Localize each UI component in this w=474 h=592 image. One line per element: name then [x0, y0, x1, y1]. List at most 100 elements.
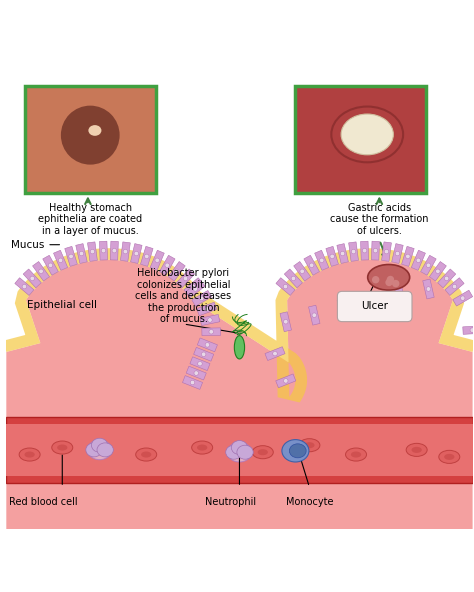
Ellipse shape [411, 447, 422, 453]
Ellipse shape [183, 276, 188, 281]
Text: Gastric acids
cause the formation
of ulcers.: Gastric acids cause the formation of ulc… [330, 202, 428, 236]
Ellipse shape [198, 362, 202, 366]
Ellipse shape [312, 313, 317, 317]
Ellipse shape [52, 441, 73, 454]
Polygon shape [15, 278, 34, 295]
Ellipse shape [226, 445, 242, 459]
Polygon shape [361, 241, 369, 260]
Ellipse shape [231, 440, 247, 455]
Polygon shape [394, 285, 406, 305]
Ellipse shape [39, 269, 43, 274]
Polygon shape [276, 374, 296, 388]
Polygon shape [349, 242, 358, 261]
Ellipse shape [452, 284, 457, 289]
Polygon shape [140, 246, 153, 266]
Polygon shape [276, 278, 295, 295]
FancyBboxPatch shape [337, 291, 412, 321]
Ellipse shape [363, 249, 367, 253]
Polygon shape [429, 262, 447, 281]
Ellipse shape [300, 269, 304, 274]
Ellipse shape [341, 114, 393, 155]
Polygon shape [438, 269, 456, 288]
Ellipse shape [155, 258, 159, 262]
Polygon shape [176, 269, 195, 288]
Ellipse shape [439, 451, 460, 464]
Ellipse shape [208, 318, 212, 322]
Ellipse shape [228, 442, 252, 462]
Ellipse shape [191, 284, 196, 289]
Ellipse shape [237, 445, 253, 459]
Polygon shape [65, 246, 77, 266]
Ellipse shape [234, 336, 245, 359]
Ellipse shape [200, 296, 204, 301]
Ellipse shape [22, 284, 27, 289]
Ellipse shape [273, 352, 277, 356]
Ellipse shape [197, 445, 207, 451]
Ellipse shape [299, 439, 320, 452]
Ellipse shape [283, 284, 288, 289]
Polygon shape [33, 262, 49, 281]
Ellipse shape [19, 448, 40, 461]
Circle shape [374, 267, 382, 275]
Ellipse shape [123, 249, 128, 254]
Polygon shape [150, 250, 164, 271]
Ellipse shape [69, 254, 73, 259]
Ellipse shape [88, 125, 101, 136]
Polygon shape [76, 244, 87, 263]
Circle shape [380, 276, 388, 283]
Ellipse shape [346, 448, 366, 461]
Ellipse shape [445, 276, 449, 281]
Polygon shape [337, 244, 348, 263]
Ellipse shape [406, 254, 410, 259]
Polygon shape [326, 246, 338, 266]
Ellipse shape [384, 249, 389, 254]
Text: Neutrophil: Neutrophil [205, 497, 255, 507]
Text: Healthy stomach
ephithelia are coated
in a layer of mucus.: Healthy stomach ephithelia are coated in… [38, 202, 142, 236]
Ellipse shape [86, 443, 102, 457]
Polygon shape [110, 241, 118, 260]
Ellipse shape [319, 258, 324, 262]
Ellipse shape [368, 265, 410, 290]
Ellipse shape [470, 328, 474, 332]
Ellipse shape [395, 252, 400, 256]
Polygon shape [315, 250, 329, 271]
Polygon shape [284, 269, 302, 288]
Polygon shape [453, 290, 473, 306]
Ellipse shape [406, 443, 427, 456]
Polygon shape [190, 357, 210, 371]
Ellipse shape [25, 452, 35, 458]
Polygon shape [130, 244, 142, 263]
Ellipse shape [282, 440, 309, 462]
Polygon shape [463, 326, 474, 334]
Ellipse shape [369, 300, 374, 304]
Ellipse shape [145, 254, 149, 259]
Polygon shape [445, 278, 464, 295]
Ellipse shape [91, 438, 108, 452]
Ellipse shape [341, 307, 345, 311]
Ellipse shape [291, 276, 296, 281]
Ellipse shape [444, 454, 455, 460]
Polygon shape [309, 305, 320, 325]
Ellipse shape [58, 258, 63, 262]
Polygon shape [392, 244, 403, 263]
Ellipse shape [101, 249, 106, 253]
Polygon shape [193, 348, 214, 361]
Text: Epithelial cell: Epithelial cell [27, 300, 97, 310]
Ellipse shape [340, 252, 345, 256]
Ellipse shape [351, 249, 356, 254]
Ellipse shape [61, 105, 119, 165]
Polygon shape [280, 312, 292, 332]
Ellipse shape [57, 445, 67, 451]
Polygon shape [372, 241, 380, 260]
Ellipse shape [79, 252, 84, 256]
Ellipse shape [134, 252, 138, 256]
Ellipse shape [351, 452, 361, 458]
Polygon shape [382, 242, 392, 261]
Ellipse shape [373, 249, 378, 253]
Ellipse shape [30, 276, 35, 281]
Ellipse shape [289, 444, 306, 458]
Polygon shape [168, 262, 185, 281]
Polygon shape [159, 255, 175, 275]
Polygon shape [265, 347, 285, 361]
Ellipse shape [310, 263, 314, 268]
